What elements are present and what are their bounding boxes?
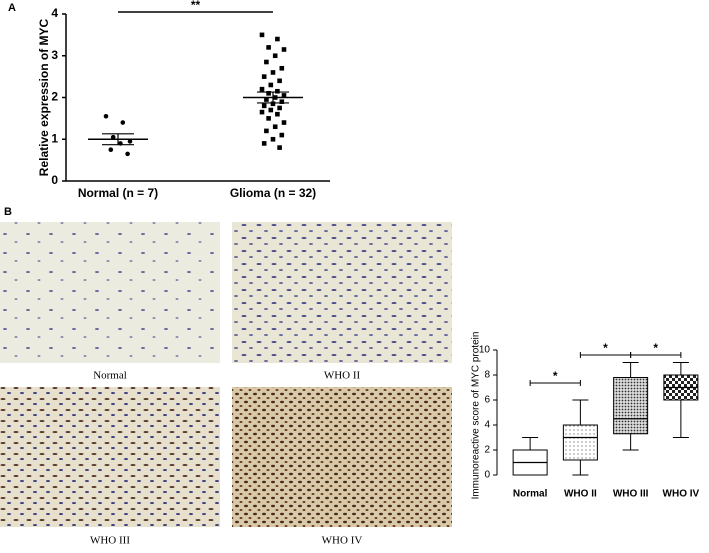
data-point bbox=[279, 99, 285, 104]
box bbox=[613, 377, 649, 435]
significance-label: * bbox=[603, 341, 608, 355]
data-point bbox=[261, 74, 267, 79]
x-tick-label: Normal (n = 7) bbox=[78, 186, 158, 200]
data-point bbox=[281, 93, 287, 98]
data-point bbox=[110, 134, 116, 140]
data-point bbox=[125, 151, 130, 157]
y-tick-label: 2 bbox=[484, 445, 490, 456]
x-tick-label: WHO III bbox=[613, 489, 649, 500]
micrograph bbox=[0, 387, 220, 527]
data-point bbox=[264, 128, 269, 134]
y-tick-label: 2 bbox=[51, 90, 58, 104]
data-point bbox=[266, 116, 271, 121]
data-point bbox=[261, 103, 267, 109]
x-tick-label: WHO II bbox=[564, 489, 597, 500]
y-tick-label: 6 bbox=[484, 395, 490, 406]
data-point bbox=[277, 105, 282, 111]
data-point bbox=[272, 53, 278, 59]
data-point bbox=[103, 113, 109, 119]
x-tick-label: Normal bbox=[513, 489, 548, 500]
y-tick-label: 1 bbox=[51, 131, 58, 145]
micrograph bbox=[232, 222, 452, 363]
data-point bbox=[266, 91, 271, 96]
data-point bbox=[270, 70, 276, 75]
image-caption: WHO II bbox=[324, 370, 361, 382]
y-tick-label: 4 bbox=[51, 6, 58, 20]
y-axis-label: Immunoreactive score of MYC protein bbox=[471, 332, 482, 500]
y-tick-label: 10 bbox=[479, 345, 491, 356]
y-tick-label: 0 bbox=[484, 470, 490, 481]
x-tick-label: Glioma (n = 32) bbox=[230, 186, 316, 200]
data-point bbox=[127, 139, 133, 144]
image-caption: WHO III bbox=[90, 535, 130, 547]
data-point bbox=[108, 147, 114, 152]
significance-label: * bbox=[553, 369, 558, 383]
data-point bbox=[277, 145, 282, 150]
data-point bbox=[264, 97, 269, 102]
significance-label: ** bbox=[191, 0, 201, 12]
data-point bbox=[281, 120, 287, 125]
data-point bbox=[275, 111, 280, 117]
box bbox=[562, 424, 598, 461]
data-point bbox=[272, 124, 278, 130]
data-point bbox=[275, 36, 280, 42]
panel-label: B bbox=[4, 206, 12, 218]
panel-label: A bbox=[8, 2, 16, 14]
micrograph bbox=[0, 222, 220, 363]
data-point bbox=[268, 107, 274, 113]
data-point bbox=[270, 136, 276, 142]
y-tick-label: 0 bbox=[51, 173, 58, 187]
y-tick-label: 4 bbox=[484, 420, 490, 431]
data-point bbox=[259, 86, 265, 92]
data-point bbox=[268, 82, 274, 88]
data-point bbox=[279, 65, 285, 71]
data-point bbox=[279, 132, 285, 138]
significance-label: * bbox=[653, 341, 658, 355]
y-tick-label: 8 bbox=[484, 370, 490, 381]
data-point bbox=[259, 32, 265, 38]
micrograph bbox=[232, 387, 452, 527]
data-point bbox=[275, 88, 280, 94]
data-point bbox=[120, 120, 126, 125]
image-caption: Normal bbox=[93, 370, 127, 382]
y-tick-label: 3 bbox=[51, 48, 58, 62]
data-point bbox=[281, 47, 287, 52]
data-point bbox=[261, 141, 267, 146]
data-point bbox=[277, 78, 282, 84]
data-point bbox=[264, 59, 269, 65]
data-point bbox=[259, 109, 265, 115]
image-caption: WHO IV bbox=[322, 535, 363, 547]
y-axis-label: Relative expression of MYC bbox=[37, 18, 51, 176]
data-point bbox=[266, 45, 271, 50]
data-point bbox=[270, 101, 276, 107]
x-tick-label: WHO IV bbox=[663, 489, 700, 500]
